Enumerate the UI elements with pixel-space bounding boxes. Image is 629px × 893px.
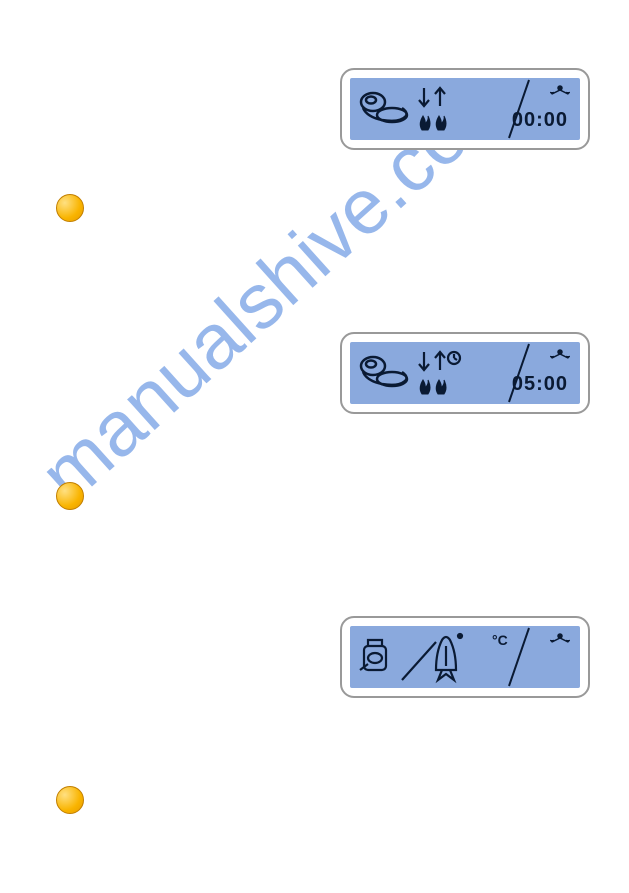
bullet-1 [56, 194, 84, 222]
lcd-panel-2: 05:00 [340, 332, 590, 414]
bullet-3 [56, 786, 84, 814]
diagonal-separator [505, 626, 533, 688]
lcd-panel-3: °C [340, 616, 590, 698]
indicator-icon [550, 632, 570, 644]
meat-icon [356, 352, 412, 396]
arrows-flame-clock-icon [416, 348, 466, 398]
lcd-panel-1: 00:00 [340, 68, 590, 150]
indicator-icon [550, 348, 570, 360]
lcd-screen-2: 05:00 [350, 342, 580, 404]
container-icon [358, 636, 396, 680]
time-display-1: 00:00 [512, 109, 568, 132]
bullet-2 [56, 482, 84, 510]
arrows-flame-icon [416, 84, 462, 134]
lcd-screen-1: 00:00 [350, 78, 580, 140]
probe-flame-icon [398, 630, 468, 686]
indicator-icon [550, 84, 570, 96]
time-display-2: 05:00 [512, 373, 568, 396]
meat-icon [356, 88, 412, 132]
lcd-screen-3: °C [350, 626, 580, 688]
